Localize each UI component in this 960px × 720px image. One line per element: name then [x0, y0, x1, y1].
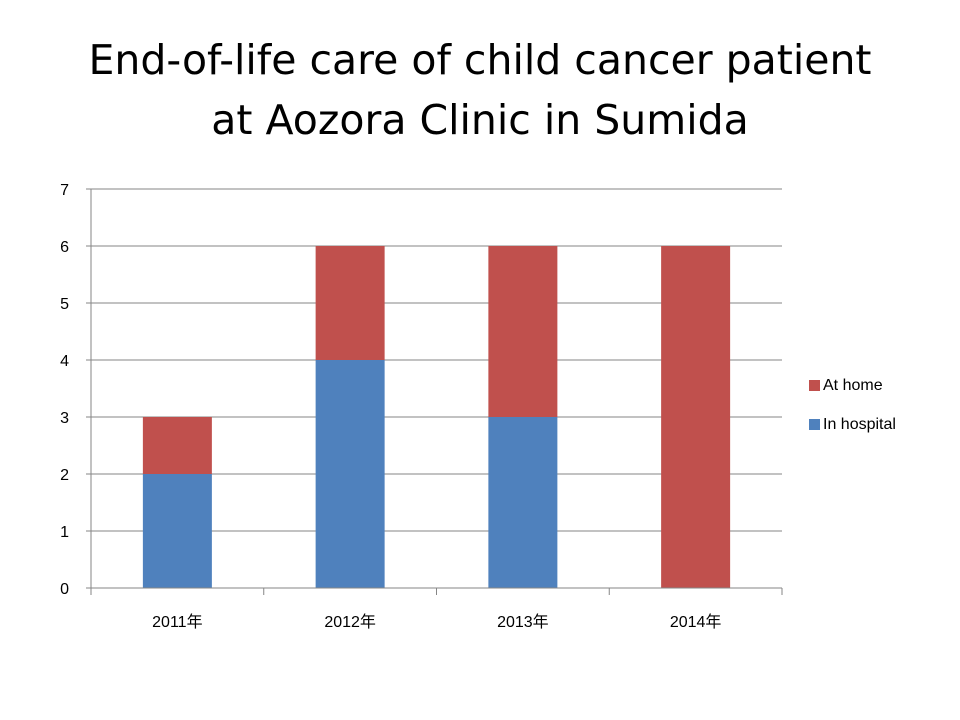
legend-label-at-home: At home	[823, 377, 883, 394]
axes: 0 1 2 3 4 5 6 7 2011年 2012年 2013年 2014年	[60, 182, 783, 631]
chart-title-line-1: End-of-life care of child cancer patient	[88, 36, 872, 84]
bar-in-hospital-2	[488, 417, 558, 588]
y-tick-label: 1	[60, 524, 69, 541]
legend: At home In hospital	[809, 377, 896, 433]
bars	[142, 246, 731, 588]
y-tick-label: 6	[60, 239, 69, 256]
y-tick-label: 5	[60, 296, 69, 313]
x-tick-label: 2013年	[497, 613, 549, 631]
y-tick-label: 4	[60, 353, 69, 370]
legend-swatch-at-home	[809, 380, 820, 391]
legend-label-in-hospital: In hospital	[823, 416, 896, 433]
chart-title-line-2: at Aozora Clinic in Sumida	[211, 96, 749, 144]
bar-in-hospital-0	[142, 474, 212, 588]
x-tick-label: 2014年	[670, 613, 722, 631]
bar-at-home-1	[315, 246, 385, 360]
y-tick-label: 3	[60, 410, 69, 427]
y-tick-label: 7	[60, 182, 69, 199]
legend-swatch-in-hospital	[809, 419, 820, 430]
chart-title: End-of-life care of child cancer patient…	[0, 30, 960, 150]
y-tick-label: 2	[60, 467, 69, 484]
bar-in-hospital-1	[315, 360, 385, 588]
bar-at-home-2	[488, 246, 558, 417]
bar-at-home-3	[661, 246, 731, 588]
x-tick-label: 2012年	[324, 613, 376, 631]
x-tick-label: 2011年	[152, 613, 202, 631]
bar-at-home-0	[142, 417, 212, 474]
y-tick-label: 0	[60, 581, 69, 598]
